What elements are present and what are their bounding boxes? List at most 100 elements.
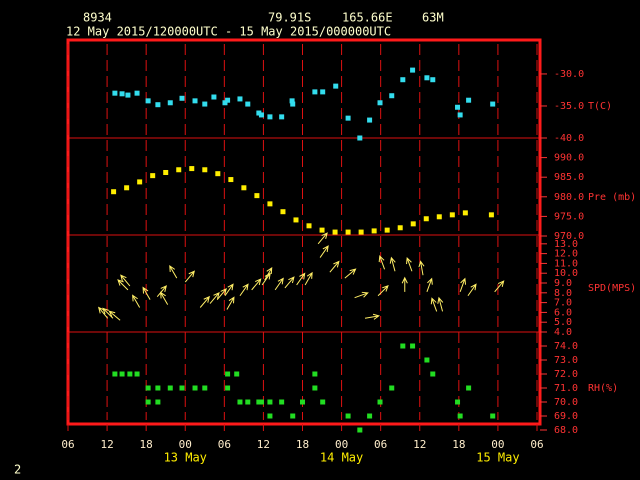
y-tick-label: 985.0 (554, 172, 584, 183)
y-tick-label: 9.0 (554, 278, 572, 289)
wind-arrow (97, 306, 109, 319)
data-point (424, 357, 430, 363)
wind-arrow (184, 270, 195, 283)
data-point (457, 413, 463, 419)
data-point (367, 413, 373, 419)
wind-arrow (120, 274, 131, 287)
y-tick-label: 69.0 (554, 411, 578, 422)
data-point (300, 399, 305, 405)
data-point (179, 385, 185, 391)
y-tick-label: 5.0 (554, 317, 572, 328)
wind-arrow (117, 279, 129, 291)
data-point (225, 97, 231, 103)
data-point (410, 343, 416, 349)
data-point (222, 100, 228, 106)
data-point (137, 179, 143, 185)
wind-arrow (389, 256, 396, 272)
wind-arrow (239, 283, 249, 297)
data-point (430, 77, 436, 83)
data-point (312, 89, 318, 95)
x-tick-label: 18 (296, 438, 309, 451)
data-point (225, 385, 231, 391)
data-point (279, 114, 285, 120)
period: 12 May 2015/120000UTC - 15 May 2015/0000… (66, 25, 391, 39)
data-point (319, 227, 325, 233)
data-point (332, 229, 338, 235)
wind-arrow (209, 291, 220, 304)
data-point (192, 98, 198, 104)
data-point (211, 94, 217, 100)
y-tick-label: 7.0 (554, 298, 572, 309)
wind-arrow (296, 272, 306, 286)
wind-arrow (132, 294, 141, 308)
data-point (202, 101, 208, 107)
wind-arrow (354, 291, 369, 299)
y-tick-label: 975.0 (554, 211, 584, 222)
data-point (155, 385, 161, 391)
x-tick-label: 00 (335, 438, 348, 451)
x-tick-label: 06 (530, 438, 543, 451)
data-point (397, 225, 403, 231)
y-tick-label: 990.0 (554, 153, 584, 164)
wind-arrow (459, 277, 467, 292)
data-point (228, 177, 234, 183)
data-point (436, 214, 442, 220)
data-point (457, 112, 463, 118)
data-point (490, 101, 496, 107)
data-point (258, 112, 264, 118)
x-tick-label: 18 (140, 438, 153, 451)
data-point (267, 201, 273, 207)
wind-arrow (437, 296, 444, 312)
y-tick-label: 68.0 (554, 425, 578, 436)
data-point (145, 399, 151, 405)
y-tick-label: 10.0 (554, 268, 578, 279)
data-point (490, 413, 496, 419)
axis-label: T(C) (588, 101, 612, 112)
data-point (234, 371, 240, 377)
data-point (119, 371, 125, 377)
data-point (377, 100, 383, 106)
wind-arrow (467, 283, 477, 297)
data-point (267, 399, 273, 405)
y-tick-label: 6.0 (554, 307, 572, 318)
data-point (134, 371, 140, 377)
x-tick-label: 06 (374, 438, 387, 451)
data-point (488, 212, 494, 218)
wind-arrow (142, 286, 151, 300)
data-point (155, 399, 161, 405)
data-point (167, 385, 173, 391)
wind-arrow (156, 285, 167, 298)
wind-arrow (418, 260, 425, 276)
data-point (112, 90, 118, 96)
axis-label: RH(%) (588, 383, 618, 394)
wind-arrow (251, 278, 262, 291)
y-tick-label: 980.0 (554, 192, 584, 203)
data-point (367, 117, 373, 123)
wind-arrow (261, 272, 271, 286)
data-point (333, 83, 339, 89)
date-label: 13 May (164, 451, 207, 465)
data-point (306, 223, 312, 229)
data-point (258, 399, 264, 405)
wind-arrow (406, 257, 413, 272)
data-point (127, 371, 133, 377)
data-point (400, 77, 406, 83)
wind-arrow (329, 260, 340, 273)
wind-arrow (264, 266, 273, 281)
data-point (371, 228, 377, 234)
data-point (358, 229, 364, 235)
data-point (449, 212, 455, 218)
data-point (430, 371, 436, 377)
y-tick-label: 11.0 (554, 258, 578, 269)
y-tick-label: 70.0 (554, 397, 578, 408)
data-point (256, 399, 262, 405)
data-point (215, 171, 221, 177)
data-point (466, 97, 472, 103)
data-point (423, 216, 429, 222)
longitude: 165.66E (342, 11, 393, 25)
data-point (163, 169, 169, 175)
wind-arrow (426, 277, 433, 292)
data-point (202, 385, 208, 391)
data-point (192, 385, 198, 391)
data-point (384, 227, 390, 233)
